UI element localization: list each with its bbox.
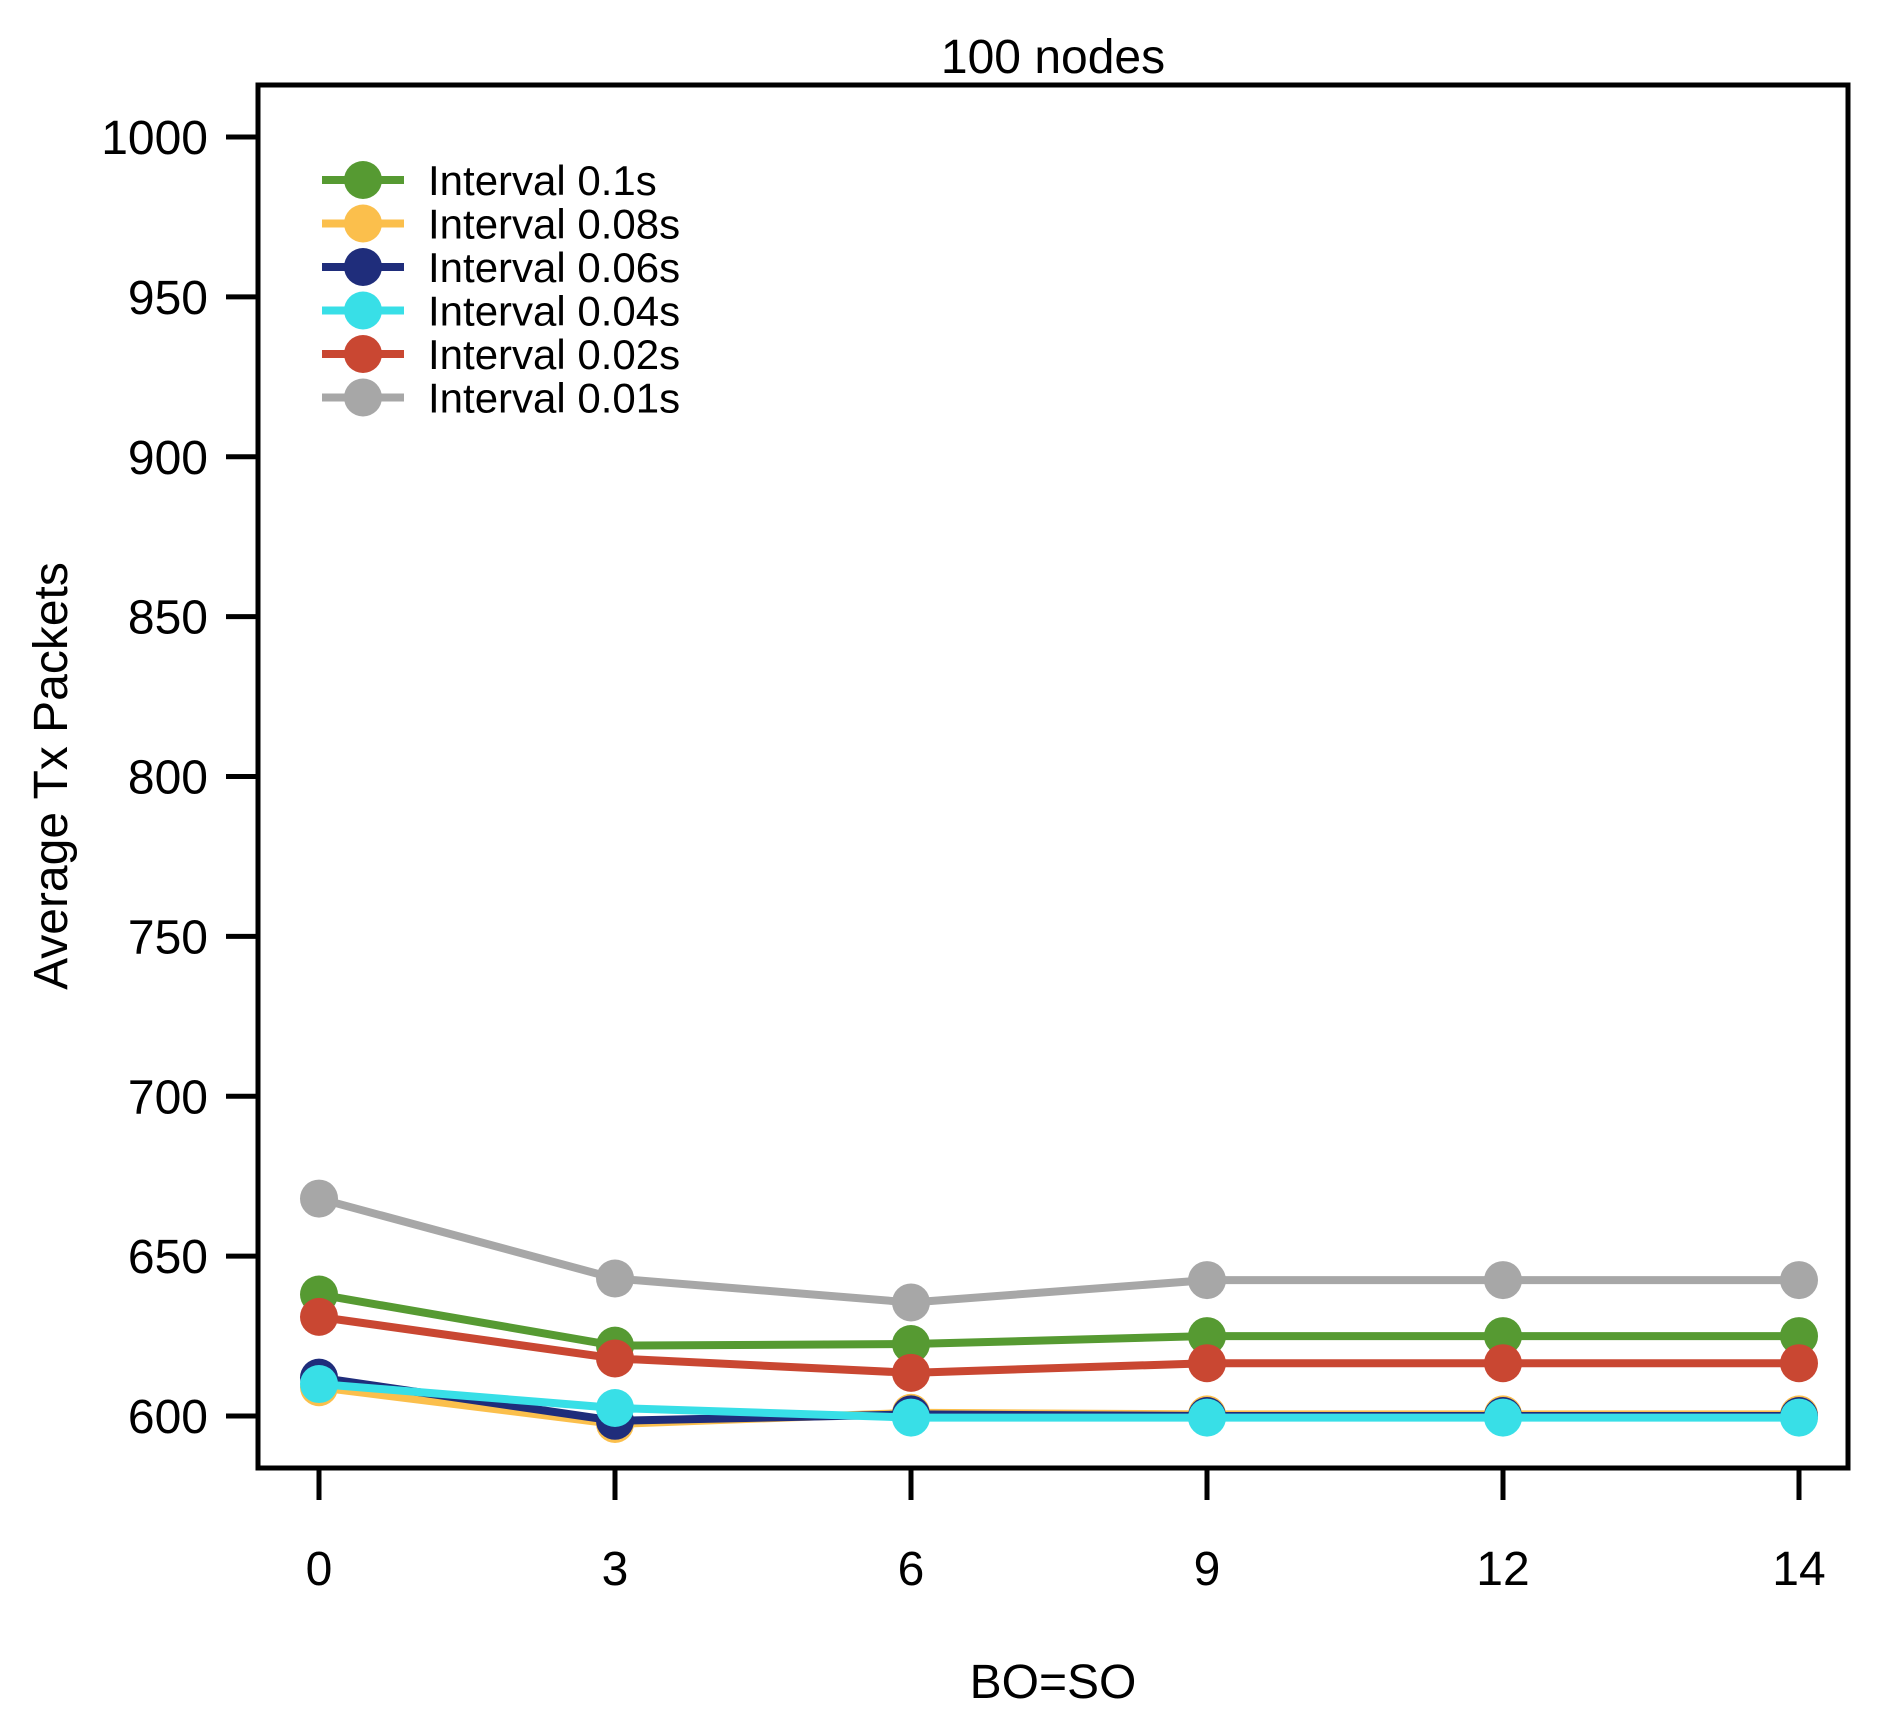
data-point-interval-0-02s [1484, 1344, 1522, 1383]
legend-item-interval-0-04s: Interval 0.04s [322, 288, 680, 335]
axes: 600 650 700 750 800 850 900 950 1000 0 3 6 9 12 14 [101, 82, 1851, 1596]
legend-marker-dot [344, 335, 382, 373]
data-point-interval-0-01s [1484, 1261, 1522, 1300]
legend-item-interval-0-1s: Interval 0.1s [322, 157, 657, 204]
series-line-interval-0-02s [315, 1312, 1803, 1377]
data-point-interval-0-04s [1188, 1398, 1226, 1437]
chart-title: 100 nodes [941, 31, 1165, 84]
legend-item-label: Interval 0.02s [428, 331, 680, 378]
legend-item-label: Interval 0.04s [428, 288, 680, 335]
data-point-interval-0-1s [892, 1325, 930, 1364]
data-point-interval-0-1s [1188, 1317, 1226, 1356]
data-point-interval-0-02s [1780, 1344, 1818, 1383]
y-tick-label: 800 [128, 752, 208, 805]
data-point-interval-0-01s [1780, 1261, 1818, 1300]
x-axis-title: BO=SO [970, 1656, 1137, 1709]
legend-item-label: Interval 0.06s [428, 244, 680, 291]
data-point-interval-0-01s [892, 1283, 930, 1322]
legend-item-label: Interval 0.01s [428, 375, 680, 422]
data-point-interval-0-01s [300, 1179, 338, 1218]
x-tick-label: 3 [602, 1543, 629, 1596]
series-line-interval-0-1s [315, 1290, 1803, 1350]
y-tick-label: 650 [128, 1231, 208, 1284]
data-point-interval-0-02s [1188, 1344, 1226, 1383]
legend-item-interval-0-02s: Interval 0.02s [322, 331, 680, 378]
y-tick-label: 850 [128, 592, 208, 645]
y-tick-label: 750 [128, 911, 208, 964]
data-point-interval-0-01s [596, 1259, 634, 1298]
data-point-interval-0-02s [300, 1297, 338, 1336]
legend-item-interval-0-08s: Interval 0.08s [322, 201, 680, 248]
data-point-interval-0-01s [1188, 1261, 1226, 1300]
data-point-interval-0-02s [892, 1353, 930, 1392]
x-tick-label: 14 [1772, 1543, 1825, 1596]
data-point-interval-0-02s [596, 1339, 634, 1378]
y-tick-label: 1000 [101, 112, 208, 165]
data-point-interval-0-1s [1780, 1317, 1818, 1356]
series-line-interval-0-01s [315, 1194, 1803, 1307]
x-tick-label: 6 [898, 1543, 925, 1596]
y-tick-label: 700 [128, 1071, 208, 1124]
legend-marker-dot [344, 291, 382, 330]
y-tick-label: 600 [128, 1391, 208, 1444]
legend-marker-dot [344, 204, 382, 243]
data-point-interval-0-04s [892, 1398, 930, 1437]
plot-area [300, 1179, 1818, 1443]
legend-item-interval-0-01s: Interval 0.01s [322, 375, 680, 422]
legend-item-label: Interval 0.08s [428, 201, 680, 248]
y-axis-title: Average Tx Packets [25, 562, 78, 990]
x-tick-label: 0 [306, 1543, 333, 1596]
data-point-interval-0-04s [1780, 1398, 1818, 1437]
legend-marker-dot [344, 248, 382, 286]
data-point-interval-0-04s [596, 1389, 634, 1428]
legend-marker-dot [344, 378, 382, 417]
legend-item-label: Interval 0.1s [428, 157, 657, 204]
data-point-interval-0-04s [300, 1365, 338, 1404]
data-point-interval-0-04s [1484, 1398, 1522, 1437]
x-tick-label: 12 [1476, 1543, 1529, 1596]
y-tick-label: 900 [128, 432, 208, 485]
data-point-interval-0-1s [1484, 1317, 1522, 1356]
series-line-interval-0-04s [315, 1380, 1803, 1422]
legend-marker-dot [344, 161, 382, 199]
y-tick-label: 950 [128, 272, 208, 325]
x-tick-label: 9 [1194, 1543, 1221, 1596]
legend-item-interval-0-06s: Interval 0.06s [322, 244, 680, 291]
